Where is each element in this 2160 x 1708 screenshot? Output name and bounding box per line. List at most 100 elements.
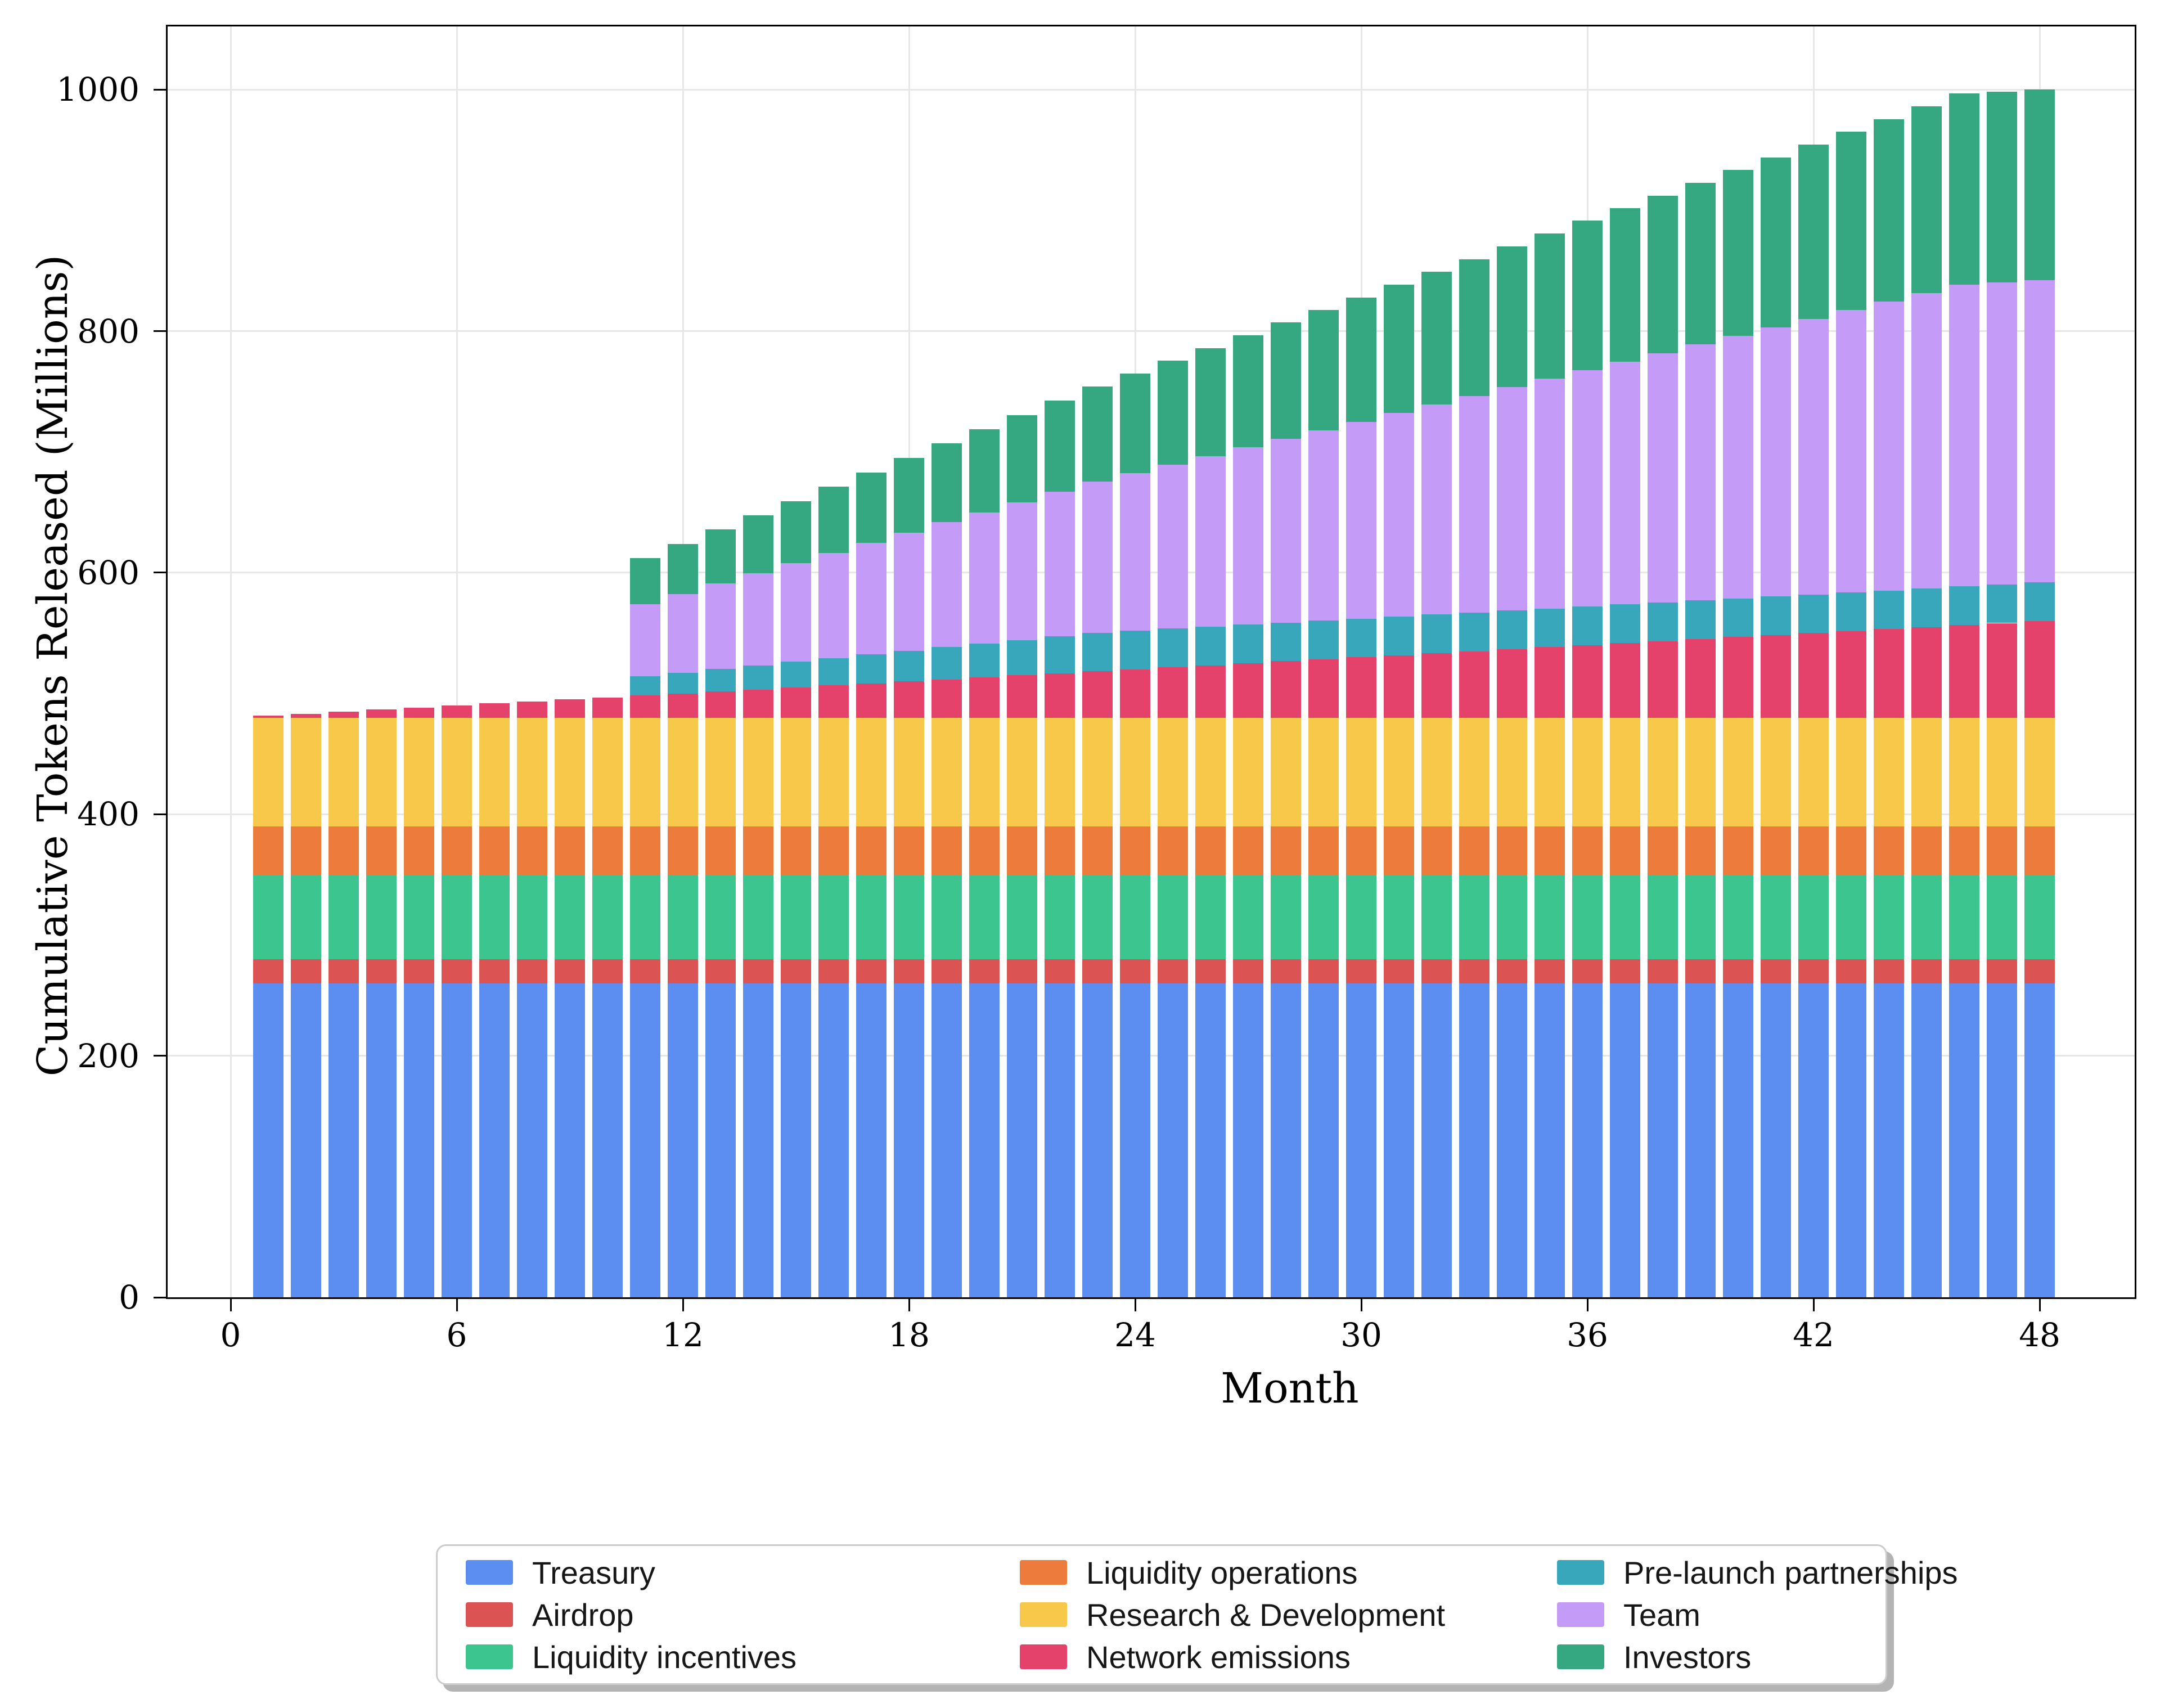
legend-item-liquidity-operations: Liquidity operations: [1020, 1554, 1557, 1590]
bar-month-43-research-development: [1836, 717, 1866, 826]
bar-month-1-liquidity-operations: [253, 826, 284, 875]
bar-month-1-liquidity-incentives: [253, 874, 284, 959]
bar-month-41-network-emissions: [1761, 635, 1791, 718]
bar-month-26-liquidity-incentives: [1195, 874, 1226, 959]
bar-month-9-research-development: [555, 717, 585, 826]
bar-month-25-network-emissions: [1158, 667, 1188, 718]
bar-month-6-liquidity-operations: [442, 826, 472, 875]
bar-month-19-research-development: [932, 717, 962, 826]
bar-month-11-airdrop: [630, 959, 660, 983]
bar-month-20-treasury: [969, 983, 1000, 1297]
bar-month-33-airdrop: [1459, 959, 1490, 983]
bar-month-13-treasury: [705, 983, 736, 1297]
bar-month-5-research-development: [404, 717, 434, 826]
bar-month-25-treasury: [1158, 983, 1188, 1297]
bar-month-44-network-emissions: [1874, 629, 1904, 718]
bar-month-33-pre-launch-partnerships: [1459, 612, 1490, 651]
bar-month-41-airdrop: [1761, 959, 1791, 983]
bar-month-32-treasury: [1421, 983, 1452, 1297]
bar-month-5-airdrop: [404, 959, 434, 983]
legend-swatch-icon: [1020, 1644, 1067, 1669]
bar-month-46-investors: [1949, 93, 1979, 285]
bar-month-22-network-emissions: [1045, 673, 1075, 718]
bar-month-42-research-development: [1798, 717, 1829, 826]
bar-month-31-liquidity-operations: [1384, 826, 1414, 875]
bar-month-40-pre-launch-partnerships: [1723, 598, 1753, 637]
bar-month-33-network-emissions: [1459, 651, 1490, 718]
gridline-y-800: [168, 330, 2135, 332]
bar-month-18-network-emissions: [894, 681, 924, 718]
bar-month-1-treasury: [253, 983, 284, 1297]
bar-month-32-research-development: [1421, 717, 1452, 826]
bar-month-46-pre-launch-partnerships: [1949, 586, 1979, 625]
bar-month-23-team: [1082, 482, 1113, 633]
bar-month-27-airdrop: [1233, 959, 1263, 983]
y-tick-label-600: 600: [77, 553, 140, 592]
bar-month-7-research-development: [479, 717, 510, 826]
bar-month-31-investors: [1384, 284, 1414, 413]
bar-month-2-network-emissions: [291, 713, 321, 718]
bar-month-29-liquidity-incentives: [1308, 874, 1339, 959]
legend-item-network-emissions: Network emissions: [1020, 1639, 1557, 1675]
bar-month-32-airdrop: [1421, 959, 1452, 983]
bar-month-20-network-emissions: [969, 677, 1000, 718]
bar-month-24-treasury: [1120, 983, 1150, 1297]
bar-month-41-treasury: [1761, 983, 1791, 1297]
bar-month-27-network-emissions: [1233, 663, 1263, 718]
bar-month-48-pre-launch-partnerships: [2024, 582, 2055, 621]
bar-month-25-pre-launch-partnerships: [1158, 628, 1188, 668]
bar-month-21-research-development: [1007, 717, 1037, 826]
bar-month-40-liquidity-incentives: [1723, 874, 1753, 959]
bar-month-38-liquidity-incentives: [1648, 874, 1678, 959]
bar-month-38-treasury: [1648, 983, 1678, 1297]
bar-month-6-network-emissions: [442, 705, 472, 718]
bar-month-15-team: [781, 563, 811, 662]
x-tick-18: [908, 1299, 910, 1311]
bar-month-34-research-development: [1497, 717, 1527, 826]
bar-month-33-research-development: [1459, 717, 1490, 826]
bar-month-16-research-development: [818, 717, 849, 826]
bar-month-13-pre-launch-partnerships: [705, 668, 736, 691]
bar-month-25-team: [1158, 464, 1188, 629]
bar-month-4-research-development: [366, 717, 397, 826]
gridline-x-6: [456, 26, 458, 1297]
bar-month-48-network-emissions: [2024, 621, 2055, 718]
bar-month-11-liquidity-operations: [630, 826, 660, 875]
y-tick-label-400: 400: [77, 795, 140, 834]
bar-month-6-treasury: [442, 983, 472, 1297]
bar-month-38-research-development: [1648, 717, 1678, 826]
bar-month-42-treasury: [1798, 983, 1829, 1297]
bar-month-30-airdrop: [1346, 959, 1376, 983]
y-tick-label-200: 200: [77, 1036, 140, 1075]
bar-month-46-treasury: [1949, 983, 1979, 1297]
bar-month-35-investors: [1534, 233, 1565, 379]
bar-month-19-network-emissions: [932, 679, 962, 718]
bar-month-47-network-emissions: [1987, 623, 2017, 718]
bar-month-13-liquidity-operations: [705, 826, 736, 875]
bar-month-34-network-emissions: [1497, 649, 1527, 718]
bar-month-31-treasury: [1384, 983, 1414, 1297]
bar-month-41-liquidity-incentives: [1761, 874, 1791, 959]
bar-month-45-investors: [1911, 106, 1942, 293]
legend-item-liquidity-incentives: Liquidity incentives: [466, 1639, 1020, 1675]
bar-month-19-treasury: [932, 983, 962, 1297]
bar-month-19-investors: [932, 443, 962, 523]
legend-column-3: Pre-launch partnerships Team Investors: [1557, 1554, 1958, 1675]
bar-month-46-network-emissions: [1949, 624, 1979, 718]
bar-month-47-pre-launch-partnerships: [1987, 584, 2017, 623]
bar-month-21-treasury: [1007, 983, 1037, 1297]
bar-month-46-liquidity-incentives: [1949, 874, 1979, 959]
bar-month-16-investors: [818, 486, 849, 553]
bar-month-29-treasury: [1308, 983, 1339, 1297]
bar-month-22-investors: [1045, 400, 1075, 492]
bar-month-9-airdrop: [555, 959, 585, 983]
bar-month-38-liquidity-operations: [1648, 826, 1678, 875]
bar-month-25-liquidity-incentives: [1158, 874, 1188, 959]
bar-month-37-liquidity-incentives: [1610, 874, 1640, 959]
x-axis-title: Month: [1221, 1364, 1359, 1413]
bar-month-42-liquidity-operations: [1798, 826, 1829, 875]
bar-month-18-investors: [894, 458, 924, 533]
x-tick-label-0: 0: [220, 1316, 241, 1354]
bar-month-15-research-development: [781, 717, 811, 826]
legend: Treasury Airdrop Liquidity incentives Liqui…: [436, 1544, 1958, 1685]
